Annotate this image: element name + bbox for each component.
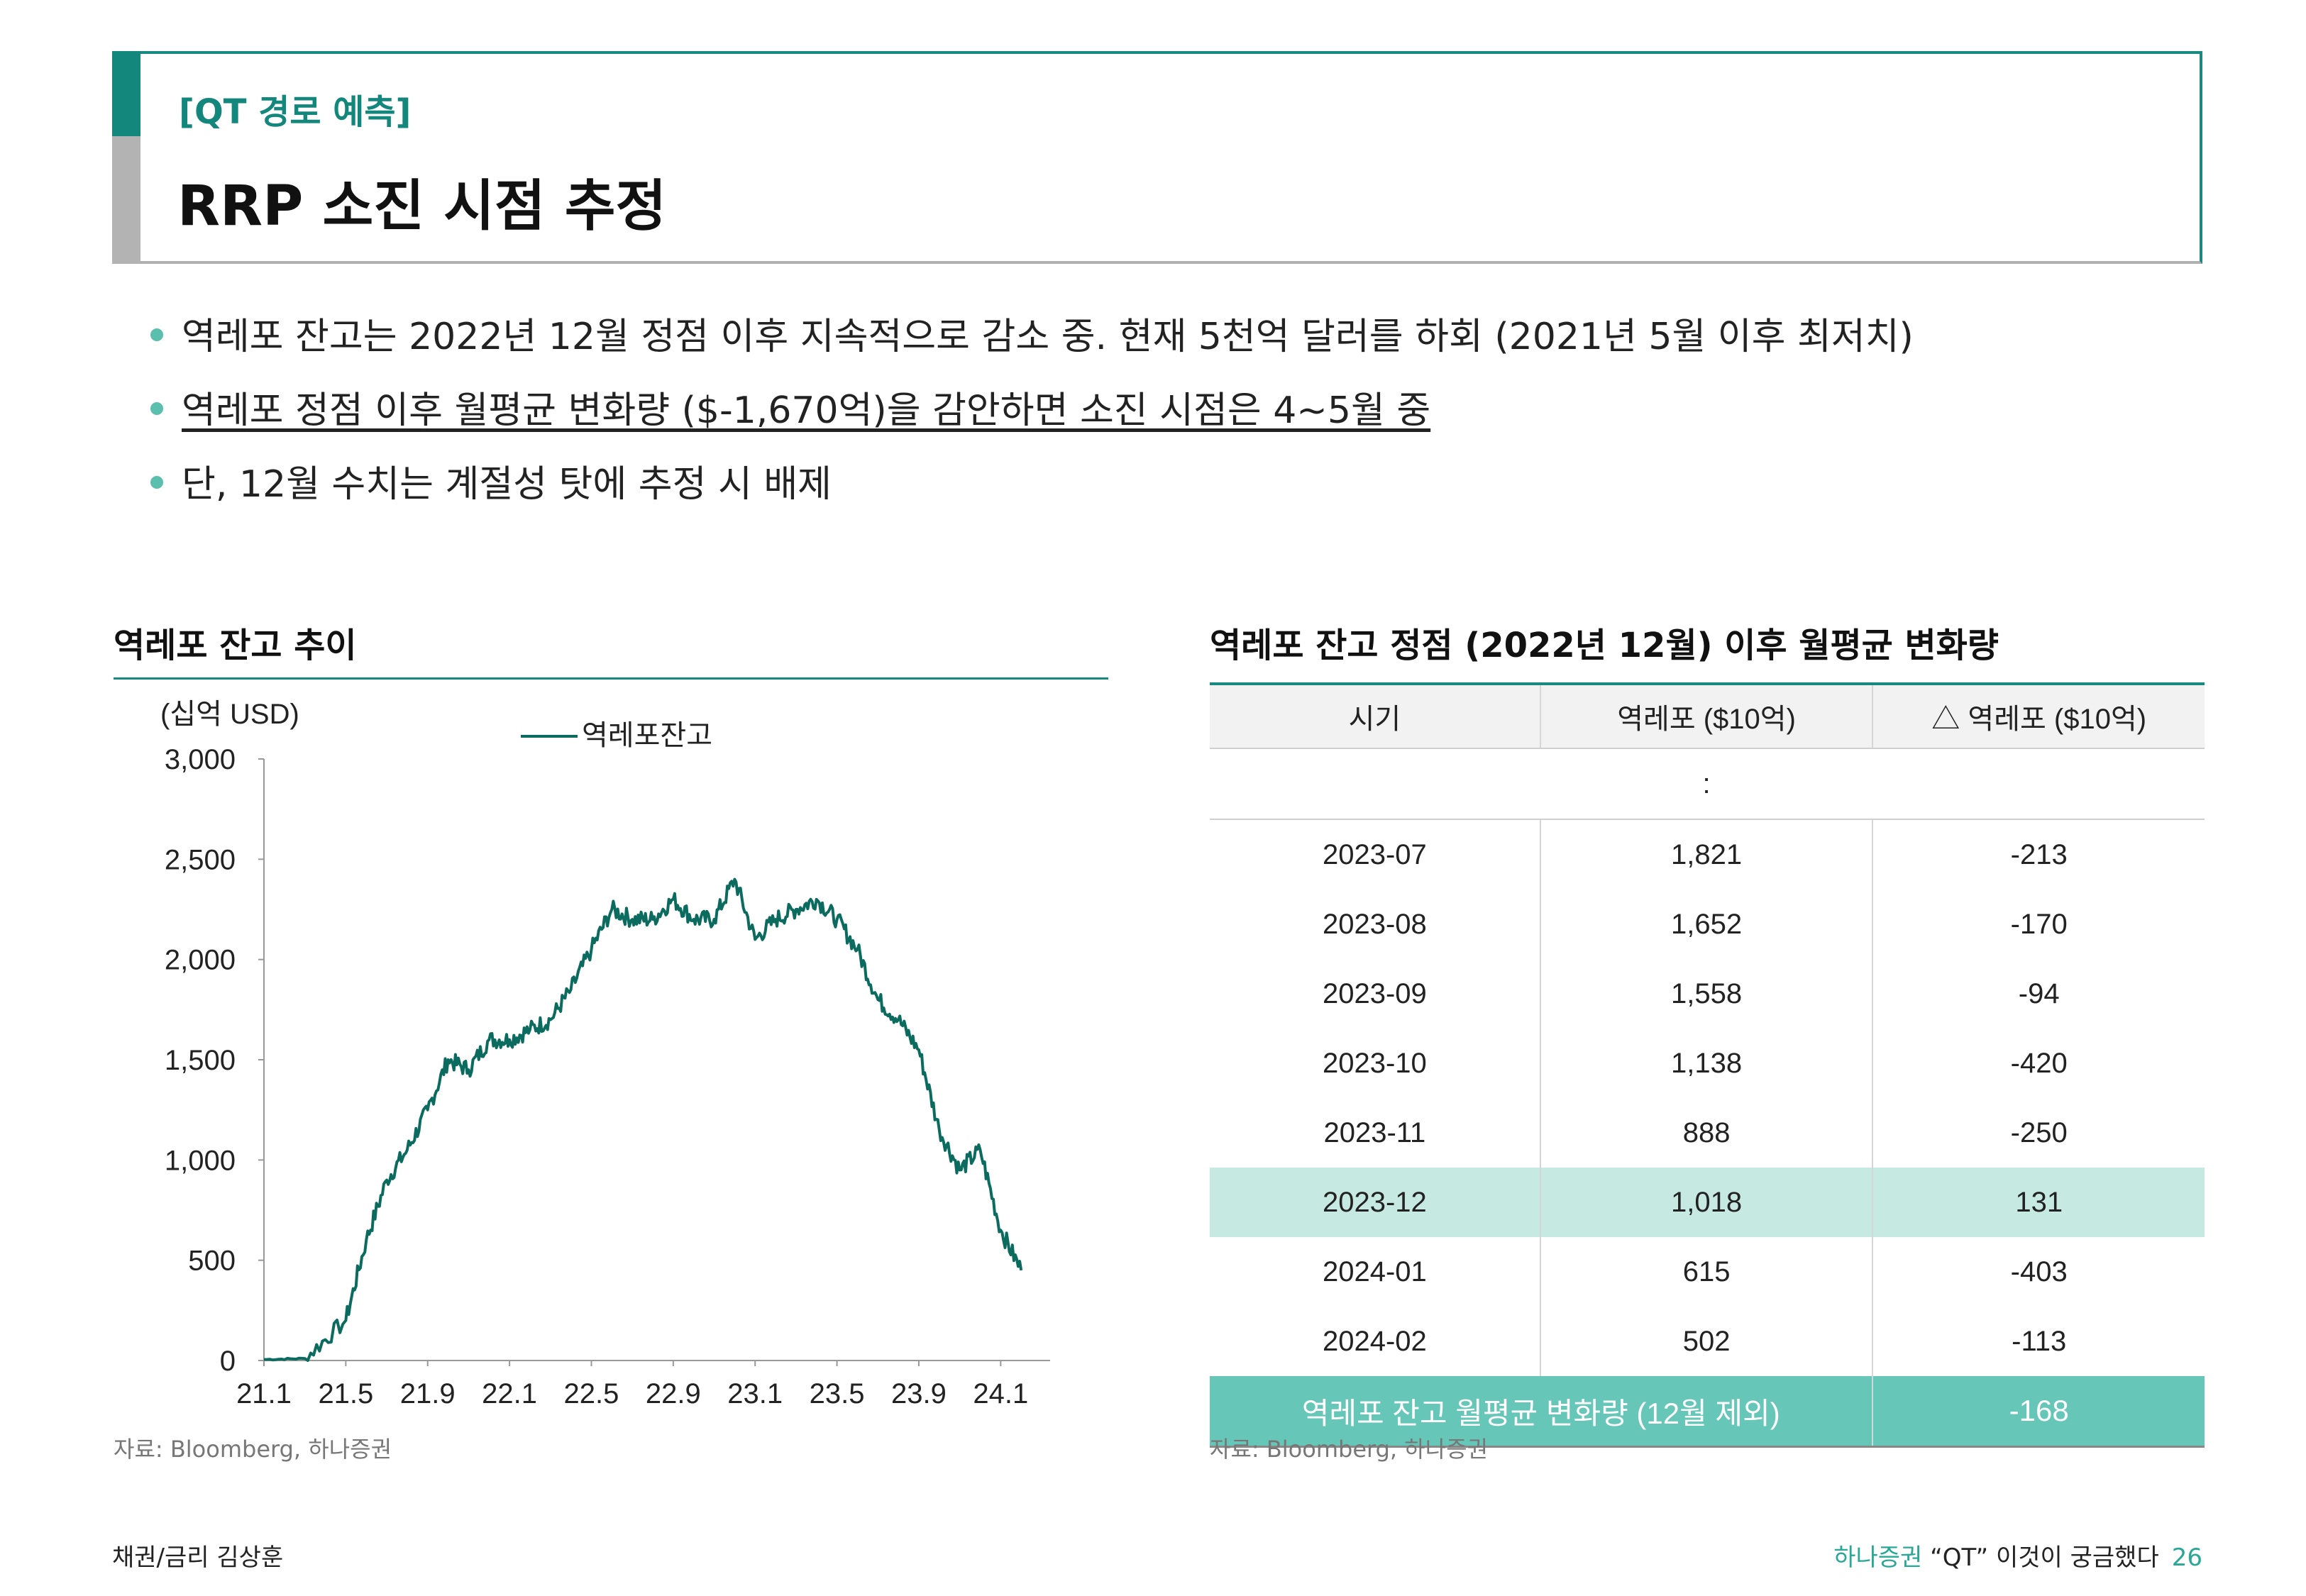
series-line-rrp	[263, 877, 1023, 1362]
summary-value: -168	[1872, 1376, 2205, 1448]
table-header-row: 시기 역레포 ($10억) △ 역레포 ($10억)	[1210, 682, 2205, 749]
y-tick-label: 2,500	[165, 844, 236, 875]
y-tick-label: 1,000	[165, 1145, 236, 1176]
footer-report-title: “QT” 이것이 궁금했다	[1922, 1544, 2159, 1572]
x-tick-label: 21.9	[400, 1378, 456, 1409]
chart-source: 자료: Bloomberg, 하나증권	[114, 1436, 392, 1463]
rrp-line-chart: (십억 USD) 역레포잔고 3,000 2,500 2,000 1,500 1,000…	[160, 699, 1050, 1409]
title-side-bar	[112, 136, 140, 264]
y-tick-label: 500	[188, 1246, 236, 1277]
x-axis-ticks: 21.1 21.5 21.9 22.1 22.5 22.9 23.1 23.5 23.9 24.1	[236, 1361, 1028, 1409]
y-unit-label: (십억 USD)	[160, 699, 299, 730]
bullet-dot-icon	[150, 476, 163, 489]
table-row: 2023-08 1,652 -170	[1210, 890, 2205, 959]
footer-brand: 하나증권	[1833, 1544, 1923, 1572]
x-tick-label: 21.1	[236, 1378, 292, 1409]
x-tick-label: 22.5	[564, 1378, 619, 1409]
footer-author: 채권/금리 김상훈	[112, 1544, 284, 1572]
summary-label: 역레포 잔고 월평균 변화량 (12월 제외)	[1210, 1376, 1873, 1448]
x-tick-label: 23.5	[810, 1378, 865, 1409]
rrp-change-table: 시기 역레포 ($10억) △ 역레포 ($10억) : 2023-07 1,82…	[1210, 682, 2205, 1448]
bullet-dot-icon	[150, 402, 163, 415]
table-ellipsis-row: :	[1210, 748, 2205, 820]
table-source: 자료: Bloomberg, 하나증권	[1210, 1436, 1489, 1463]
table-summary-row: 역레포 잔고 월평균 변화량 (12월 제외) -168	[1210, 1376, 2205, 1448]
page-number: 26	[2171, 1544, 2202, 1572]
bullet-dot-icon	[150, 328, 163, 341]
chart-legend: 역레포잔고	[521, 720, 712, 751]
x-tick-label: 24.1	[973, 1378, 1028, 1409]
y-tick-label: 0	[220, 1346, 236, 1377]
bullet-item: 역레포 잔고는 2022년 12월 정점 이후 지속적으로 감소 중. 현재 5…	[150, 306, 1914, 360]
x-tick-label: 21.5	[318, 1378, 373, 1409]
table-row-highlighted: 2023-12 1,018 131	[1210, 1168, 2205, 1237]
y-tick-label: 3,000	[165, 744, 236, 775]
x-tick-label: 23.9	[891, 1378, 947, 1409]
table-title: 역레포 잔고 정점 (2022년 12월) 이후 월평균 변화량	[1210, 626, 1999, 665]
title-accent-bar	[112, 51, 140, 136]
chart-title: 역레포 잔고 추이	[114, 626, 357, 665]
chart-title-rule	[114, 677, 1108, 680]
footer-report-info: 하나증권 “QT” 이것이 궁금했다 26	[1833, 1538, 2202, 1573]
table-row: 2023-10 1,138 -420	[1210, 1029, 2205, 1098]
col-header-period: 시기	[1210, 682, 1540, 749]
col-header-delta: △ 역레포 ($10억)	[1872, 682, 2205, 749]
table-row: 2024-02 502 -113	[1210, 1307, 2205, 1376]
y-tick-label: 1,500	[165, 1045, 236, 1076]
x-tick-label: 22.1	[482, 1378, 537, 1409]
chart-axes	[263, 759, 1050, 1361]
col-header-rrp: 역레포 ($10억)	[1539, 682, 1873, 749]
section-tag: [QT 경로 예측]	[179, 92, 412, 132]
y-tick-label: 2,000	[165, 945, 236, 976]
y-axis-ticks: 3,000 2,500 2,000 1,500 1,000 500 0	[165, 744, 264, 1377]
table-row: 2023-07 1,821 -213	[1210, 819, 2205, 890]
x-tick-label: 23.1	[727, 1378, 783, 1409]
table-row: 2023-09 1,558 -94	[1210, 959, 2205, 1029]
bullet-item: 단, 12월 수치는 계절성 탓에 추정 시 배제	[150, 454, 832, 507]
page-title: RRP 소진 시점 추정	[177, 174, 667, 238]
table-row: 2024-01 615 -403	[1210, 1237, 2205, 1307]
legend-label: 역레포잔고	[582, 720, 712, 751]
x-tick-label: 22.9	[646, 1378, 701, 1409]
bullet-item: 역레포 정점 이후 월평균 변화량 ($-1,670억)을 감안하면 소진 시점…	[150, 380, 1430, 433]
table-row: 2023-11 888 -250	[1210, 1098, 2205, 1168]
